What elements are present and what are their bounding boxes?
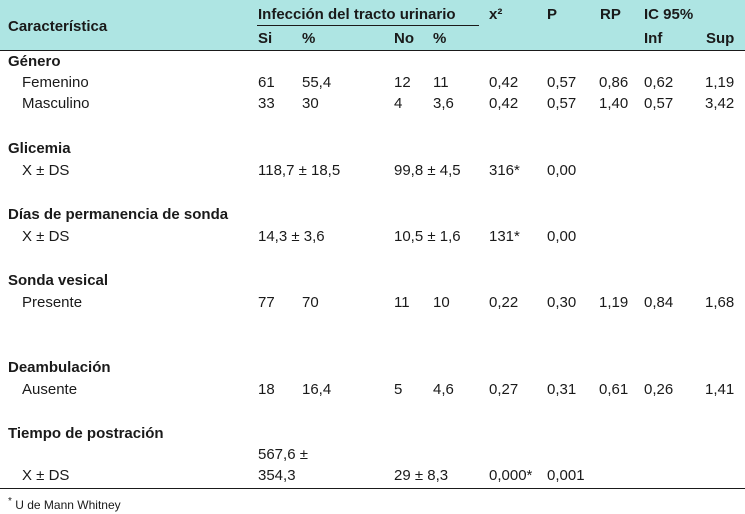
header-rp: RP — [600, 6, 621, 23]
cell-rp: 1,40 — [599, 95, 629, 112]
row-label: Ausente — [22, 381, 78, 398]
cell-no-pct: 4,6 — [433, 381, 454, 398]
cell-no: 4 — [394, 95, 403, 112]
cell-si-pct: 70 — [302, 294, 319, 311]
cell-si: 18 — [258, 381, 275, 398]
cell-p: 0,00 — [547, 162, 577, 179]
cell-x2: 0,000* — [489, 467, 533, 484]
cell-si: 14,3 ± 3,6 — [258, 228, 325, 245]
cell-no: 5 — [394, 381, 403, 398]
section-title-dias: Días de permanencia de sonda — [8, 206, 229, 223]
cell-sup: 1,68 — [705, 294, 735, 311]
section-title-sonda: Sonda vesical — [8, 272, 109, 289]
cell-no: 99,8 ± 4,5 — [394, 162, 461, 179]
header-inf: Inf — [644, 30, 663, 47]
cell-no: 11 — [394, 294, 410, 311]
row-label: X ± DS — [22, 162, 70, 179]
cell-no-pct: 10 — [433, 294, 450, 311]
cell-no: 12 — [394, 74, 411, 91]
row-label: X ± DS — [22, 467, 70, 484]
section-title-genero: Género — [8, 53, 61, 70]
header-caracteristica: Característica — [8, 18, 108, 35]
cell-inf: 0,84 — [644, 294, 674, 311]
cell-no-pct: 3,6 — [433, 95, 454, 112]
cell-p: 0,57 — [547, 74, 577, 91]
row-label: Masculino — [22, 95, 90, 112]
cell-si: 77 — [258, 294, 275, 311]
cell-inf: 0,57 — [644, 95, 674, 112]
section-title-postracion: Tiempo de postración — [8, 425, 164, 442]
footnote-text: U de Mann Whitney — [15, 498, 121, 512]
section-title-deambulacion: Deambulación — [8, 359, 111, 376]
header-no: No — [394, 30, 414, 47]
cell-si-line2: 354,3 — [258, 467, 296, 484]
header-ic: IC 95% — [644, 6, 694, 23]
row-label: X ± DS — [22, 228, 70, 245]
cell-rp: 0,61 — [599, 381, 629, 398]
header-group-underline — [257, 25, 479, 26]
cell-si-line1: 567,6 ± — [258, 446, 308, 463]
cell-inf: 0,26 — [644, 381, 674, 398]
header-si: Si — [258, 30, 273, 47]
cell-p: 0,30 — [547, 294, 577, 311]
cell-x2: 0,27 — [489, 381, 519, 398]
section-title-glicemia: Glicemia — [8, 140, 71, 157]
cell-no: 29 ± 8,3 — [394, 467, 449, 484]
cell-no-pct: 11 — [433, 74, 449, 91]
cell-x2: 0,22 — [489, 294, 519, 311]
header-pct-si: % — [302, 30, 316, 47]
header-bottom-rule — [0, 50, 745, 51]
row-label: Presente — [22, 294, 83, 311]
cell-no: 10,5 ± 1,6 — [394, 228, 461, 245]
cell-si-pct: 55,4 — [302, 74, 332, 91]
cell-p: 0,00 — [547, 228, 577, 245]
header-pct-no: % — [433, 30, 447, 47]
cell-x2: 316* — [489, 162, 520, 179]
header-sup: Sup — [706, 30, 735, 47]
cell-sup: 1,19 — [705, 74, 735, 91]
cell-rp: 0,86 — [599, 74, 629, 91]
footnote: * U de Mann Whitney — [8, 493, 121, 514]
cell-x2: 0,42 — [489, 74, 519, 91]
cell-sup: 3,42 — [705, 95, 735, 112]
header-p: P — [547, 6, 558, 23]
cell-p: 0,31 — [547, 381, 577, 398]
cell-sup: 1,41 — [705, 381, 735, 398]
header-x2: x² — [489, 6, 503, 23]
cell-si-pct: 30 — [302, 95, 319, 112]
cell-x2: 0,42 — [489, 95, 519, 112]
footnote-mark: * — [8, 496, 12, 507]
cell-p: 0,57 — [547, 95, 577, 112]
cell-x2: 131* — [489, 228, 520, 245]
cell-inf: 0,62 — [644, 74, 674, 91]
cell-si-pct: 16,4 — [302, 381, 332, 398]
cell-si: 118,7 ± 18,5 — [258, 162, 341, 179]
header-group-title: Infección del tracto urinario — [258, 6, 456, 23]
cell-p: 0,001 — [547, 467, 585, 484]
cell-si: 61 — [258, 74, 275, 91]
cell-si: 33 — [258, 95, 275, 112]
cell-rp: 1,19 — [599, 294, 629, 311]
table-bottom-rule — [0, 488, 745, 489]
row-label: Femenino — [22, 74, 89, 91]
